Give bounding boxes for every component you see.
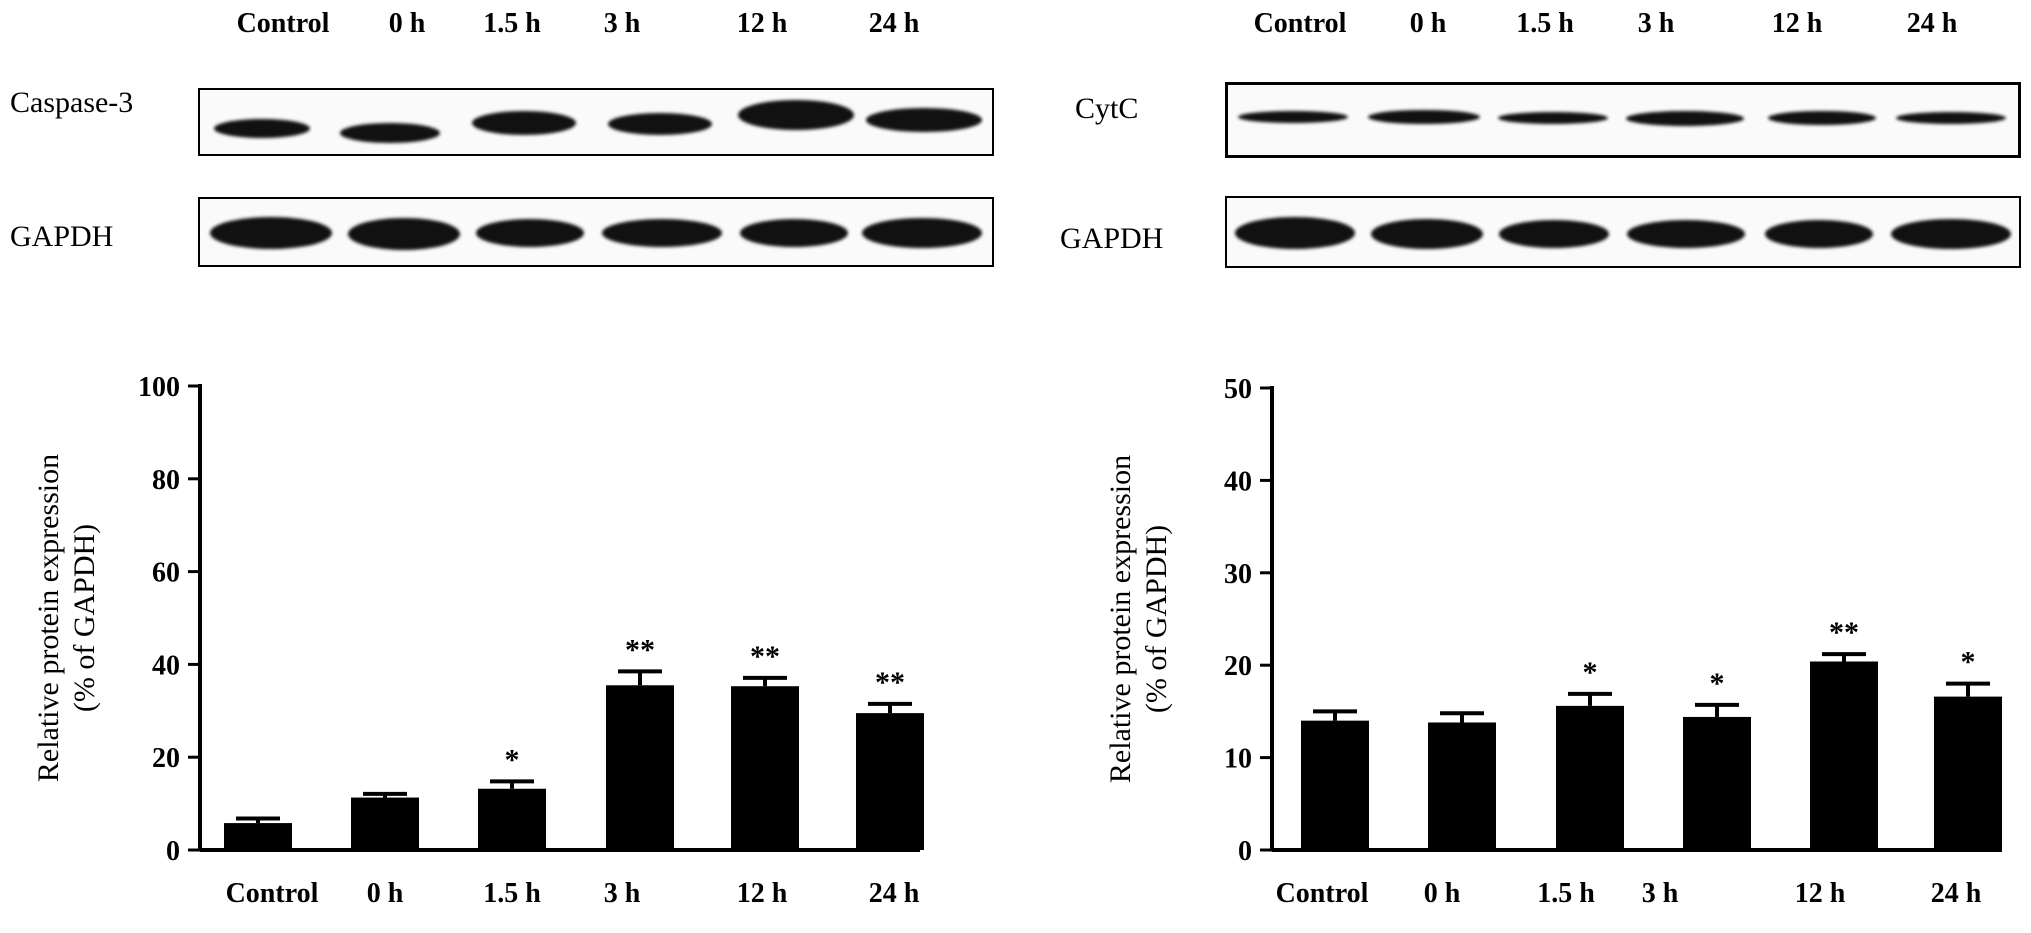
y-tick-label: 40 xyxy=(1224,466,1252,497)
blot-band xyxy=(1626,111,1744,126)
y-tick-label: 100 xyxy=(138,372,180,403)
blot-band xyxy=(738,100,854,130)
y-axis-label: Relative protein expression (% of GAPDH) xyxy=(32,454,101,782)
blot-lane-label: 1.5 h xyxy=(1516,8,1574,39)
blot-lane-label: 1.5 h xyxy=(483,8,541,39)
blot-band xyxy=(1627,220,1745,248)
y-axis-label: Relative protein expression (% of GAPDH) xyxy=(1104,455,1173,783)
y-tick-label: 0 xyxy=(166,836,180,867)
blot-band xyxy=(1235,217,1355,249)
cytc-label: CytC xyxy=(1075,92,1139,125)
significance-mark: * xyxy=(1583,656,1598,689)
blot-lane-label: 12 h xyxy=(1771,8,1823,39)
blot-band xyxy=(862,218,982,248)
blot-lane-label: Control xyxy=(236,8,330,39)
bar xyxy=(1810,661,1878,850)
x-tick-label: 1.5 h xyxy=(483,878,541,909)
blot-band xyxy=(214,119,310,138)
blot-band xyxy=(1499,220,1609,248)
bar xyxy=(606,685,674,850)
gapdh-label: GAPDH xyxy=(1060,222,1164,255)
y-axis-label-line: (% of GAPDH) xyxy=(68,524,101,712)
significance-mark: * xyxy=(1710,667,1725,700)
blot-lane-label: 0 h xyxy=(388,8,426,39)
blot-band xyxy=(1891,219,2011,249)
y-tick-label: 20 xyxy=(1224,651,1252,682)
caspase-3-label: Caspase-3 xyxy=(10,86,134,119)
caspase-3-blot xyxy=(198,88,994,156)
x-tick-label: 12 h xyxy=(1795,878,1846,909)
blot-lane-label: 12 h xyxy=(736,8,788,39)
gapdh-blot xyxy=(1225,196,2021,268)
bar xyxy=(478,788,546,850)
significance-mark: * xyxy=(505,743,520,776)
blot-band xyxy=(608,113,712,135)
blot-lane-label: Control xyxy=(1253,8,1347,39)
y-axis-label-line: (% of GAPDH) xyxy=(1140,525,1173,713)
y-tick-label: 0 xyxy=(1238,836,1252,867)
blot-band xyxy=(340,123,440,143)
blot-band xyxy=(476,219,584,247)
y-tick-label: 60 xyxy=(152,558,180,589)
x-tick-label: 12 h xyxy=(737,878,788,909)
y-axis-label-line: Relative protein expression xyxy=(1104,455,1137,783)
y-tick-label: 80 xyxy=(152,465,180,496)
y-tick-label: 30 xyxy=(1224,559,1252,590)
cytc-blot xyxy=(1225,82,2021,158)
blot-band xyxy=(210,217,332,249)
blot-lane-label: 0 h xyxy=(1409,8,1447,39)
significance-mark: ** xyxy=(625,633,655,666)
bar xyxy=(1934,696,2002,850)
significance-mark: ** xyxy=(875,666,905,699)
significance-mark: * xyxy=(1961,646,1976,679)
significance-mark: ** xyxy=(750,640,780,673)
blot-lane-label: 3 h xyxy=(1637,8,1675,39)
bar xyxy=(1556,705,1624,850)
x-tick-label: Control xyxy=(1276,878,1369,909)
blot-lane-label: 24 h xyxy=(1906,8,1958,39)
blot-band xyxy=(1368,110,1480,124)
x-tick-label: 0 h xyxy=(1424,878,1461,909)
x-tick-label: 24 h xyxy=(1931,878,1982,909)
x-tick-label: 24 h xyxy=(869,878,920,909)
y-tick-label: 40 xyxy=(152,650,180,681)
y-tick-label: 50 xyxy=(1224,374,1252,405)
blot-band xyxy=(1896,112,2006,124)
blot-band xyxy=(866,108,982,132)
blot-band xyxy=(1768,111,1876,125)
x-tick-label: 3 h xyxy=(1642,878,1679,909)
x-tick-label: 3 h xyxy=(604,878,641,909)
bar xyxy=(1683,716,1751,850)
gapdh-label: GAPDH xyxy=(10,220,114,253)
blot-band xyxy=(472,111,576,135)
bar xyxy=(351,797,419,850)
gapdh-blot xyxy=(198,197,994,267)
caspase-3-bar-chart: Relative protein expression (% of GAPDH) 0… xyxy=(32,372,924,909)
blot-band xyxy=(1498,112,1608,124)
bar xyxy=(1428,722,1496,850)
cytc-bar-chart: Relative protein expression (% of GAPDH) 0… xyxy=(1104,374,2002,909)
blot-lane-label: 24 h xyxy=(868,8,920,39)
blot-band xyxy=(348,218,460,250)
bar xyxy=(856,713,924,850)
y-tick-label: 10 xyxy=(1224,744,1252,775)
x-tick-label: 0 h xyxy=(367,878,404,909)
blot-band xyxy=(1765,220,1873,248)
y-axis-label-line: Relative protein expression xyxy=(32,454,65,782)
bar xyxy=(731,686,799,850)
blot-band xyxy=(740,219,848,247)
blot-band xyxy=(1371,219,1483,249)
blot-band xyxy=(602,219,722,247)
bar xyxy=(224,823,292,850)
blot-band xyxy=(1238,111,1348,123)
y-tick-label: 20 xyxy=(152,743,180,774)
blot-lane-label: 3 h xyxy=(603,8,641,39)
x-tick-label: 1.5 h xyxy=(1537,878,1595,909)
significance-mark: ** xyxy=(1829,616,1859,649)
bar xyxy=(1301,720,1369,850)
x-tick-label: Control xyxy=(226,878,319,909)
